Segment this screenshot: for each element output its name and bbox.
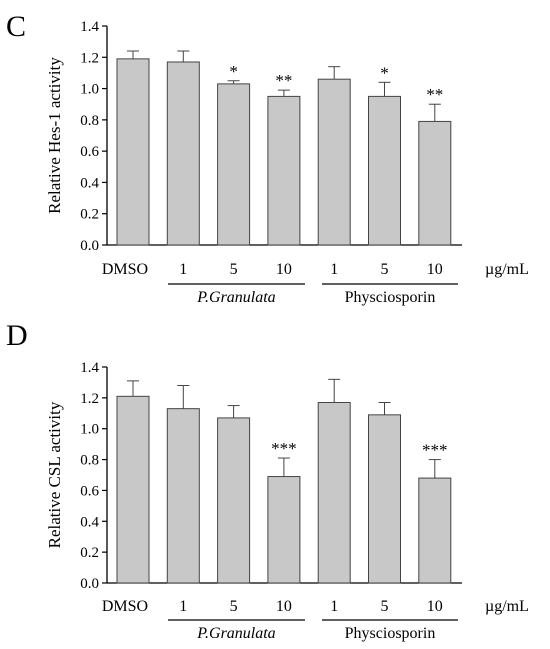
bar: [267, 95, 301, 246]
chart-hes1: 0.0 0.2 0.4 0.6 0.8 1.0 1.2 1.4 Relative Hes-1 a…: [45, 19, 529, 306]
y-tick-label: 0.8: [80, 453, 99, 469]
x-tick-label: 10: [276, 261, 292, 278]
y-tick-label: 1.0: [80, 422, 99, 438]
bar: [116, 58, 150, 246]
bar: [166, 408, 200, 584]
x-tick-label: 1: [179, 598, 187, 615]
bar: [317, 78, 351, 246]
y-tick-label: 0.6: [80, 483, 99, 499]
x-tick-label: 1: [330, 598, 338, 615]
group-label: P.Granulata: [196, 289, 275, 306]
x-tick-label: 5: [381, 261, 389, 278]
panel-letter-d: D: [6, 319, 28, 352]
unit-label: µg/mL: [485, 261, 529, 278]
group-label: P.Granulata: [196, 625, 275, 642]
significance-mark: ***: [422, 441, 448, 460]
y-tick-label: 0.4: [80, 175, 99, 191]
y-tick-label: 1.4: [80, 360, 99, 376]
group-label: Physciosporin: [345, 625, 436, 642]
significance-mark: **: [426, 85, 443, 104]
bar: [267, 476, 301, 584]
y-tick-label: 0.8: [80, 113, 99, 129]
y-tick-label: 0.4: [80, 514, 99, 530]
y-tick-label: 1.2: [80, 391, 99, 407]
significance-mark: **: [275, 71, 292, 90]
x-tick-label: DMSO: [102, 261, 148, 278]
group-label: Physciosporin: [345, 289, 436, 306]
x-tick-label: 10: [427, 261, 443, 278]
bar: [368, 95, 401, 246]
x-tick-label: 5: [230, 598, 238, 615]
y-tick-label: 1.2: [80, 50, 99, 66]
y-tick-label: 0.2: [80, 207, 99, 223]
y-tick-label: 0.2: [80, 545, 99, 561]
y-tick-label: 1.0: [80, 82, 99, 98]
bar: [317, 401, 351, 584]
bar: [116, 395, 150, 584]
bar: [368, 414, 401, 584]
bar: [217, 83, 251, 246]
y-tick-label: 0.6: [80, 144, 99, 160]
x-tick-label: 10: [427, 598, 443, 615]
bar: [217, 417, 251, 584]
x-tick-label: DMSO: [102, 598, 148, 615]
significance-mark: *: [380, 63, 389, 82]
x-tick-label: 5: [381, 598, 389, 615]
y-axis-title: Relative Hes-1 activity: [45, 57, 64, 214]
significance-mark: ***: [271, 439, 297, 458]
significance-mark: *: [229, 62, 238, 81]
x-tick-label: 10: [276, 598, 292, 615]
bar: [418, 120, 452, 246]
x-tick-label: 1: [179, 261, 187, 278]
y-tick-label: 1.4: [80, 19, 99, 35]
bar: [418, 477, 452, 584]
y-axis-title: Relative CSL activity: [45, 401, 64, 548]
unit-label: µg/mL: [485, 598, 529, 615]
y-tick-label: 0.0: [80, 576, 99, 592]
x-tick-label: 5: [230, 261, 238, 278]
panel-letter-c: C: [6, 10, 26, 43]
bar: [166, 61, 200, 246]
x-tick-label: 1: [330, 261, 338, 278]
chart-csl: 0.0 0.2 0.4 0.6 0.8 1.0 1.2 1.4 Relative CSL act…: [45, 360, 529, 642]
y-tick-label: 0.0: [80, 238, 99, 254]
